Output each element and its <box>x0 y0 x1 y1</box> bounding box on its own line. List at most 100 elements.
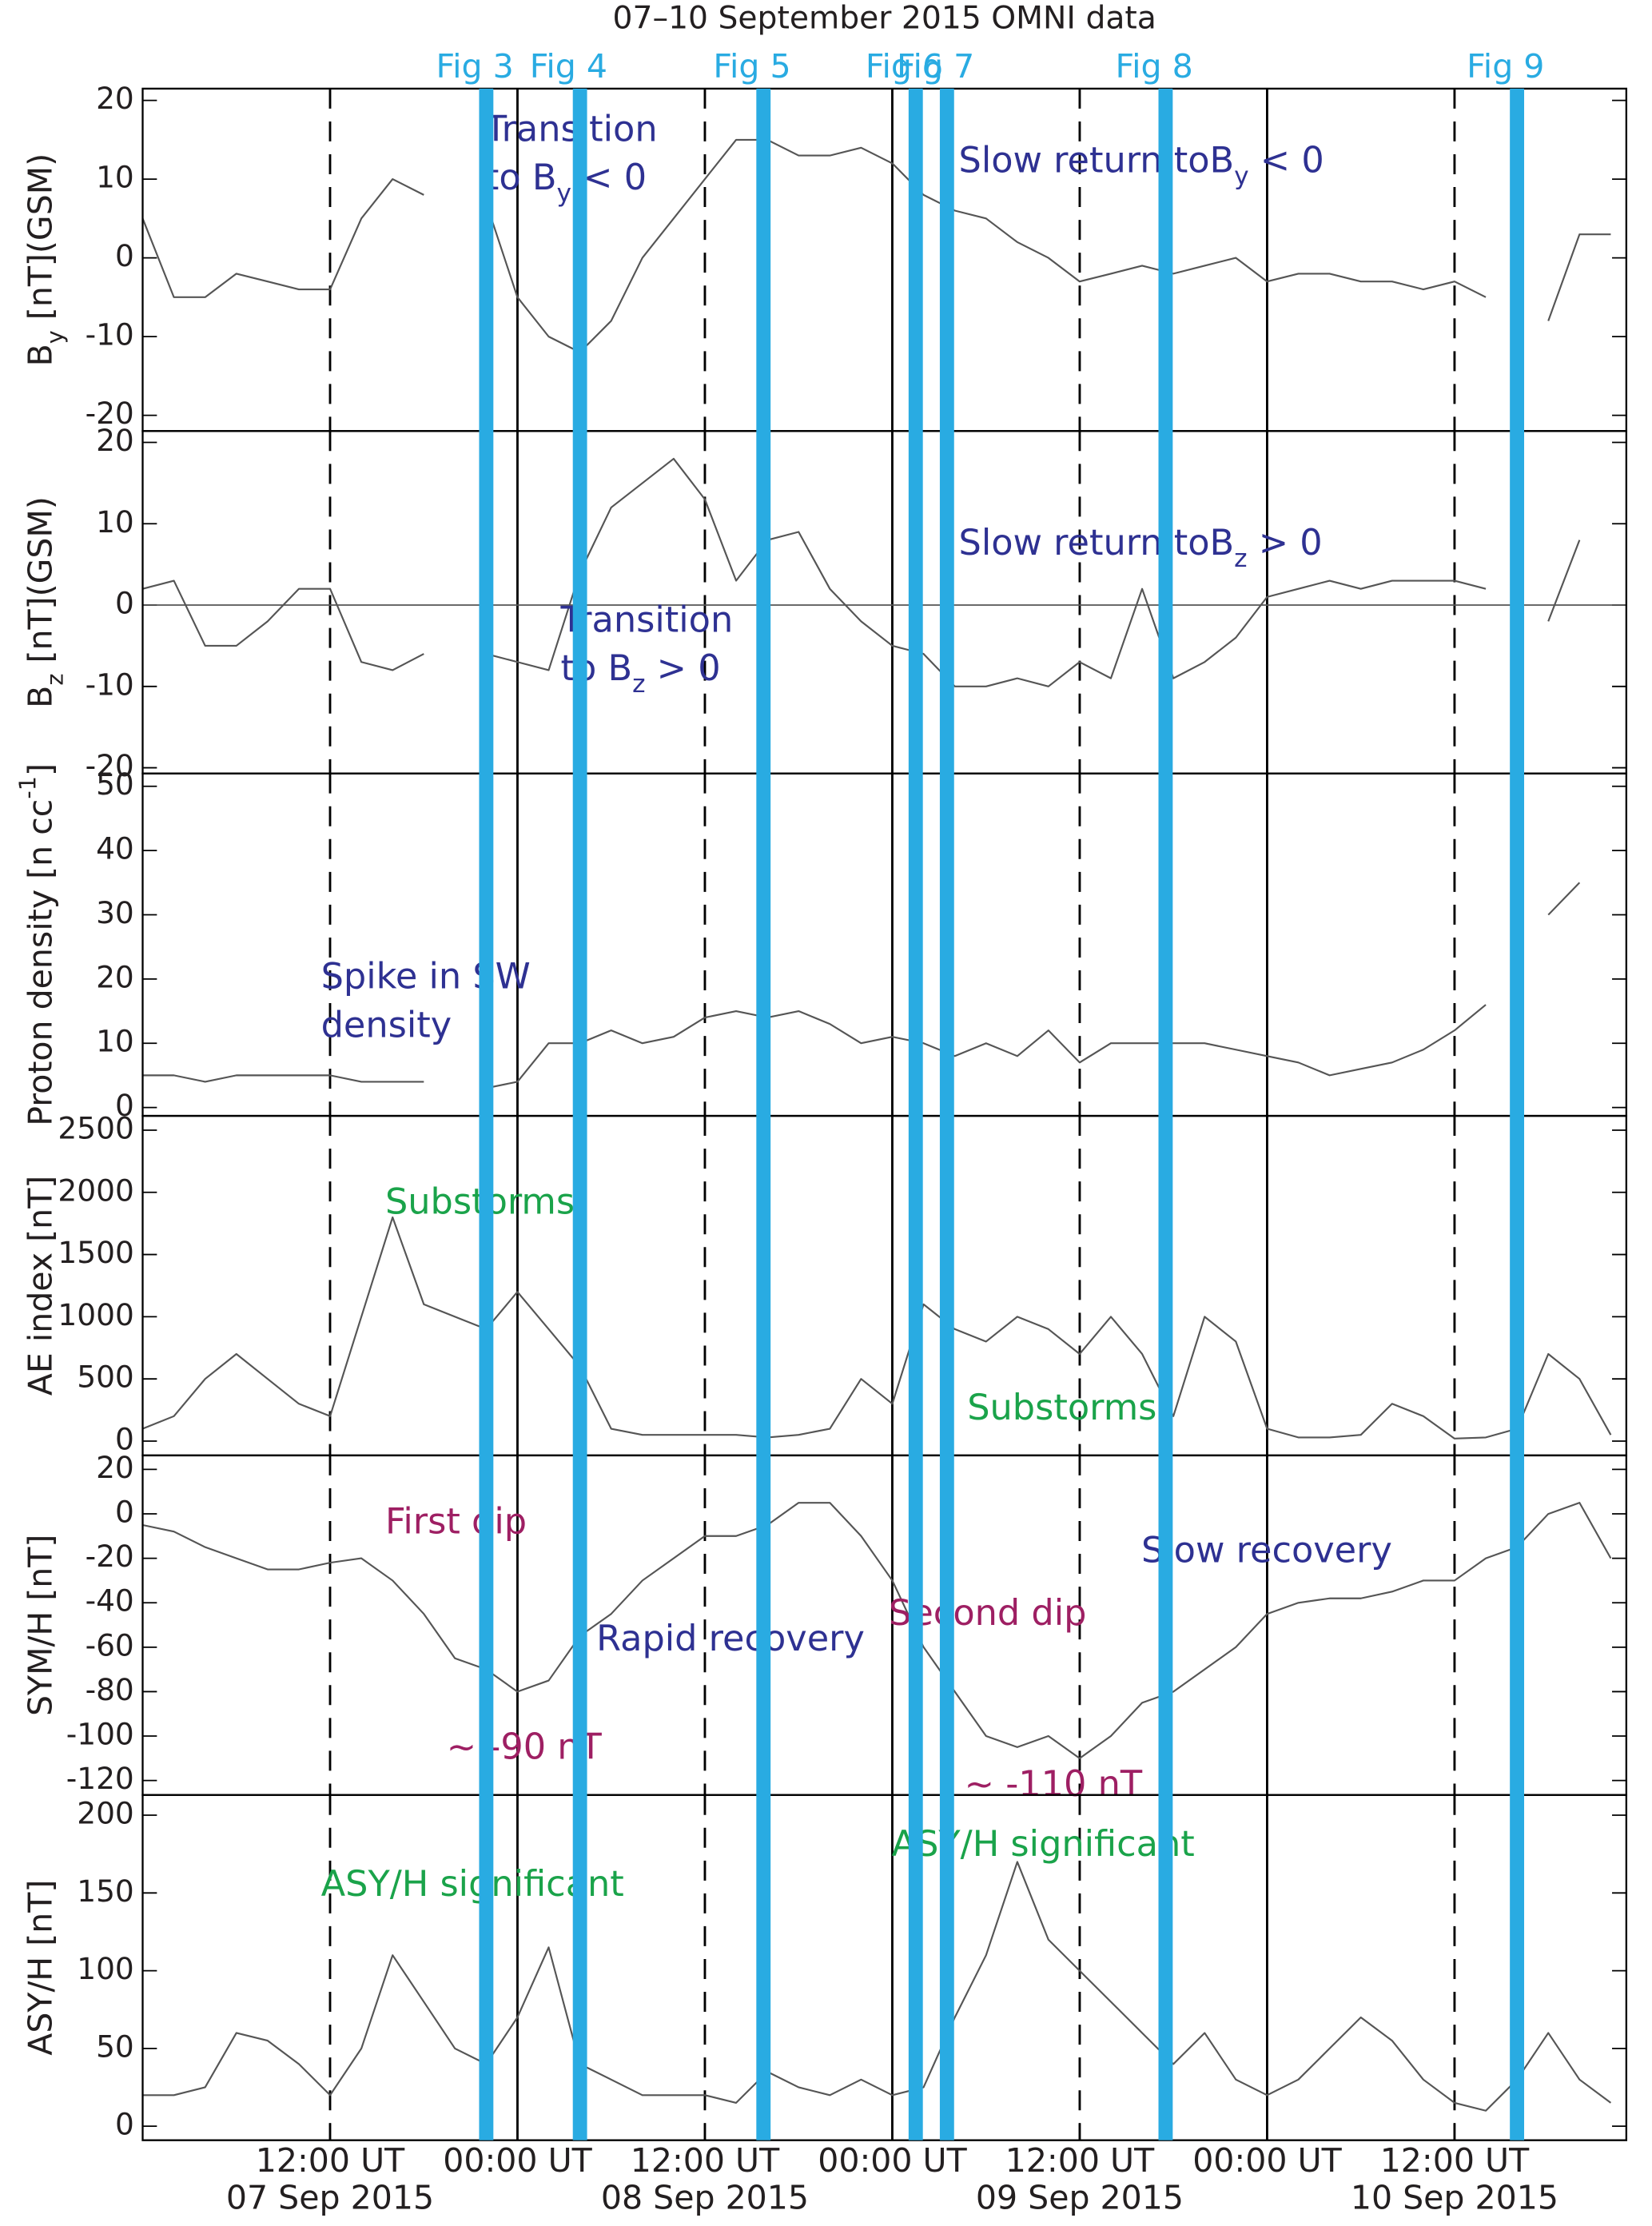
fig-marker-label: Fig 9 <box>1467 47 1544 86</box>
y-tick-label: 200 <box>77 1796 134 1831</box>
data-line <box>141 138 1611 353</box>
annotation: to Bz > 0 <box>560 647 720 699</box>
x-tick-date: 09 Sep 2015 <box>976 2179 1184 2217</box>
fig-marker-label: Fig 7 <box>897 47 974 86</box>
x-tick-label: 00:00 UT <box>443 2141 592 2180</box>
annotation: Transition <box>484 108 658 149</box>
fig-marker-label: Fig 6 <box>866 47 943 86</box>
fig-marker-label: Fig 4 <box>530 47 607 86</box>
panel-frame <box>141 1114 1628 1457</box>
panel-frame <box>141 1454 1628 1796</box>
annotation: Slow return toBy < 0 <box>959 140 1324 191</box>
y-axis-label-part: SYM/H [nT] <box>22 1535 60 1716</box>
y-tick-label: 100 <box>77 1951 134 1986</box>
y-axis-label-part: B <box>22 686 60 708</box>
annotation: Transition <box>559 599 733 640</box>
y-tick-label: -80 <box>86 1672 134 1707</box>
y-tick-label: 20 <box>96 1450 134 1485</box>
y-tick-label: 20 <box>96 81 134 116</box>
annotation-part: ASY/H significant <box>892 1823 1195 1865</box>
y-tick-label: 0 <box>115 1421 134 1456</box>
x-tick-label: 12:00 UT <box>1005 2141 1155 2180</box>
y-tick-label: 1000 <box>58 1297 133 1332</box>
annotation-part: > 0 <box>645 647 720 689</box>
fig-marker <box>572 88 587 2140</box>
y-axis-label-part: B <box>22 344 60 366</box>
y-tick-label: -10 <box>86 667 134 702</box>
y-axis-label-script: z <box>42 674 69 686</box>
y-tick-label: 0 <box>115 1495 134 1530</box>
annotation-part: Rapid recovery <box>596 1618 865 1659</box>
x-tick-label: 12:00 UT <box>631 2141 780 2180</box>
annotation: density <box>321 1004 452 1045</box>
annotation: Slow return toBz > 0 <box>959 522 1323 573</box>
y-axis-label-part: [nT](GSM) <box>22 496 60 673</box>
fig-marker <box>479 88 494 2140</box>
y-axis-label: Bz [nT](GSM) <box>22 496 69 708</box>
annotation-script: y <box>556 179 571 208</box>
y-tick-label: 50 <box>96 2029 134 2064</box>
y-tick-label: -20 <box>86 396 134 431</box>
annotation-part: < 0 <box>1249 140 1324 181</box>
y-tick-label: 20 <box>96 959 134 994</box>
y-axis-label: By [nT](GSM) <box>22 153 69 367</box>
y-tick-label: -100 <box>66 1717 134 1752</box>
panel-frame <box>141 87 1628 432</box>
annotation-part: First dip <box>385 1501 527 1543</box>
annotation-part: density <box>321 1004 452 1045</box>
y-tick-label: -20 <box>86 748 134 783</box>
y-tick-label: 50 <box>96 767 134 802</box>
y-tick-label: 30 <box>96 895 134 930</box>
fig-marker-label: Fig 5 <box>713 47 790 86</box>
annotation-part: Slow return toB <box>959 522 1235 563</box>
y-tick-label: -20 <box>86 1539 134 1574</box>
annotation-script: z <box>632 670 645 699</box>
y-axis-label-script: y <box>42 330 69 344</box>
annotation: Slow recovery <box>1141 1529 1392 1571</box>
annotation-part: Slow return toB <box>959 140 1235 181</box>
x-tick-label: 12:00 UT <box>1380 2141 1530 2180</box>
y-tick-label: 10 <box>96 504 134 540</box>
annotation: Spike in SW <box>321 956 531 998</box>
y-axis-label-part: [nT](GSM) <box>22 153 60 330</box>
y-tick-label: 0 <box>115 2107 134 2142</box>
panel-frame <box>141 1794 1628 2141</box>
annotation: First dip <box>385 1501 527 1543</box>
fig-marker <box>939 88 954 2140</box>
x-tick-date: 10 Sep 2015 <box>1351 2179 1558 2217</box>
annotation: ASY/H significant <box>892 1823 1195 1865</box>
y-axis-label-part: Proton density [n cc <box>22 799 60 1126</box>
annotation-part: > 0 <box>1248 522 1323 563</box>
annotation-part: Transition <box>559 599 733 640</box>
x-tick-label: 12:00 UT <box>256 2141 405 2180</box>
data-line <box>142 1861 1612 2112</box>
y-axis-label: AE index [nT] <box>22 1176 60 1396</box>
data-line <box>142 882 1581 1089</box>
y-tick-label: 40 <box>96 831 134 866</box>
annotation-script: z <box>1234 544 1247 573</box>
y-tick-label: 2500 <box>58 1110 133 1145</box>
y-tick-label: -40 <box>86 1583 134 1619</box>
panel-frame <box>141 430 1628 775</box>
y-tick-label: 0 <box>115 586 134 621</box>
x-tick-date: 08 Sep 2015 <box>601 2179 809 2217</box>
y-axis-label: SYM/H [nT] <box>22 1535 60 1716</box>
annotation-part: to B <box>485 157 557 198</box>
y-tick-label: -60 <box>86 1627 134 1663</box>
x-tick-label: 00:00 UT <box>1192 2141 1342 2180</box>
y-tick-label: -120 <box>66 1761 134 1796</box>
annotation: Substorms <box>967 1387 1156 1428</box>
y-tick-label: 0 <box>115 238 134 273</box>
data-line <box>142 1216 1612 1440</box>
annotation: to By < 0 <box>485 157 647 208</box>
annotation-part: Spike in SW <box>321 956 531 998</box>
y-tick-label: 10 <box>96 1024 134 1059</box>
annotation-script: y <box>1234 162 1248 191</box>
panel-frame <box>141 772 1628 1117</box>
annotation: ~ -110 nT <box>965 1763 1143 1805</box>
annotation-part: Slow recovery <box>1141 1529 1392 1571</box>
y-axis-label: Proton density [n cc-1] <box>14 763 60 1126</box>
y-axis-label: ASY/H [nT] <box>22 1880 60 2056</box>
